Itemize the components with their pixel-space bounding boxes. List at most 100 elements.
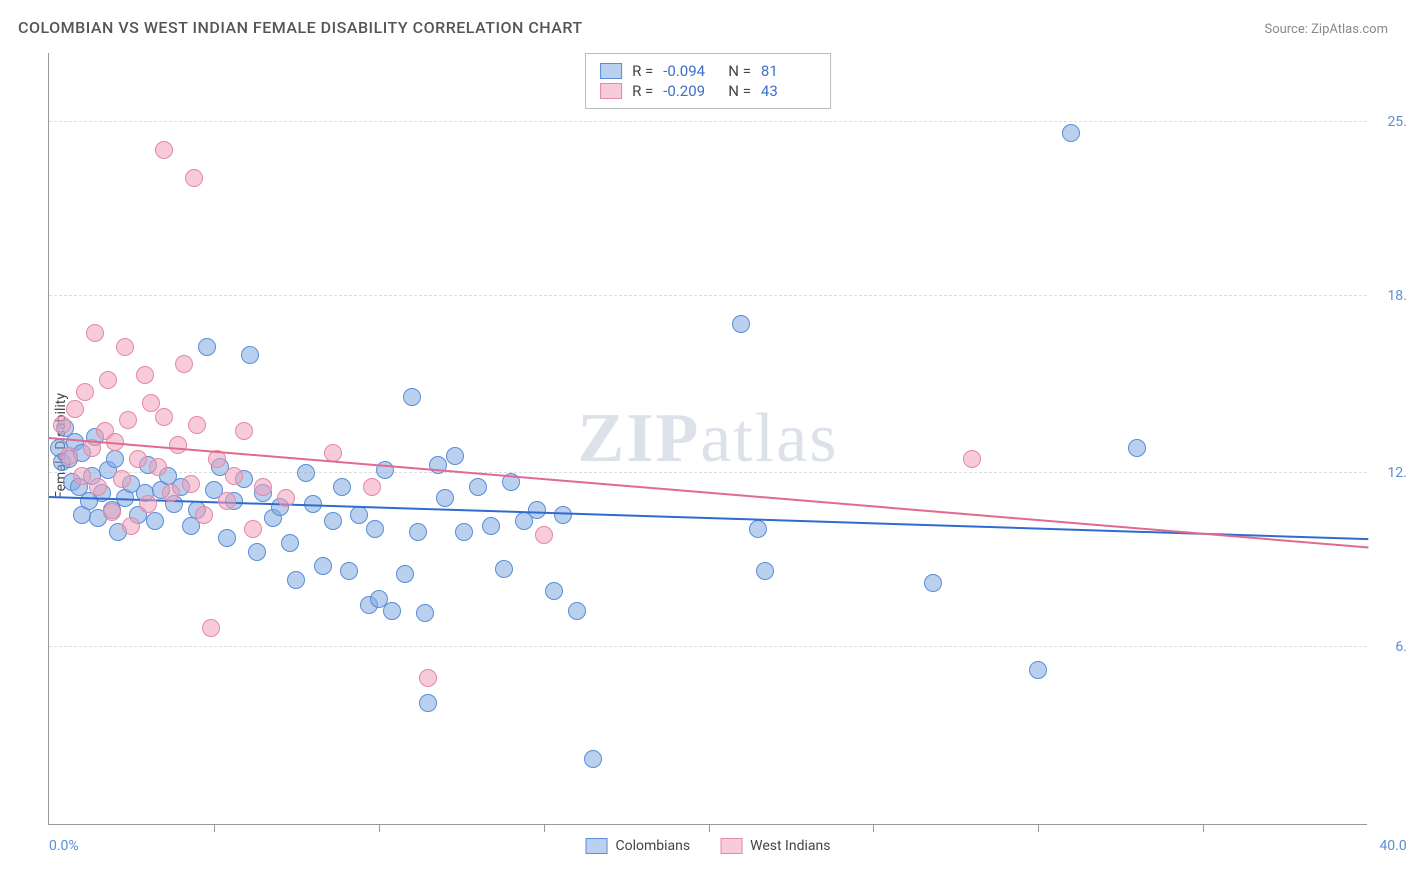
data-point xyxy=(409,523,427,541)
n-label: N = xyxy=(728,62,751,80)
data-point xyxy=(350,506,368,524)
data-point xyxy=(281,534,299,552)
gridline xyxy=(49,646,1367,647)
data-point xyxy=(482,517,500,535)
data-point xyxy=(333,478,351,496)
data-point xyxy=(396,565,414,583)
gridline xyxy=(49,121,1367,122)
data-point xyxy=(225,467,243,485)
data-point xyxy=(103,503,121,521)
series-swatch xyxy=(600,63,622,79)
stats-legend-box: R =-0.094N =81R =-0.209N =43 xyxy=(585,53,831,109)
data-point xyxy=(146,512,164,530)
data-point xyxy=(149,458,167,476)
data-point xyxy=(528,501,546,519)
data-point xyxy=(116,338,134,356)
data-point xyxy=(241,346,259,364)
r-label: R = xyxy=(632,62,653,80)
data-point xyxy=(297,464,315,482)
data-point xyxy=(60,447,78,465)
data-point xyxy=(314,557,332,575)
data-point xyxy=(363,478,381,496)
data-point xyxy=(383,602,401,620)
data-point xyxy=(139,495,157,513)
data-point xyxy=(535,526,553,544)
data-point xyxy=(419,694,437,712)
data-point xyxy=(436,489,454,507)
chart-title: COLOMBIAN VS WEST INDIAN FEMALE DISABILI… xyxy=(18,18,583,37)
watermark: ZIPatlas xyxy=(578,399,839,479)
data-point xyxy=(198,338,216,356)
data-point xyxy=(235,422,253,440)
data-point xyxy=(175,355,193,373)
header: COLOMBIAN VS WEST INDIAN FEMALE DISABILI… xyxy=(18,18,1388,37)
x-tick xyxy=(544,824,545,832)
data-point xyxy=(419,669,437,687)
legend-item: West Indians xyxy=(720,838,830,854)
data-point xyxy=(169,436,187,454)
n-value: 43 xyxy=(761,82,816,100)
data-point xyxy=(287,571,305,589)
y-tick-label: 18.8% xyxy=(1375,288,1406,304)
data-point xyxy=(188,416,206,434)
stat-row: R =-0.094N =81 xyxy=(600,62,816,80)
data-point xyxy=(136,366,154,384)
data-point xyxy=(924,574,942,592)
series-swatch xyxy=(600,83,622,99)
data-point xyxy=(119,411,137,429)
data-point xyxy=(1029,661,1047,679)
x-tick xyxy=(873,824,874,832)
data-point xyxy=(545,582,563,600)
y-tick-label: 6.3% xyxy=(1375,639,1406,655)
data-point xyxy=(416,604,434,622)
data-point xyxy=(122,517,140,535)
data-point xyxy=(155,408,173,426)
data-point xyxy=(340,562,358,580)
data-point xyxy=(1128,439,1146,457)
x-axis-min-label: 0.0% xyxy=(49,838,79,854)
scatter-plot: ZIPatlas R =-0.094N =81R =-0.209N =43 Co… xyxy=(48,53,1367,825)
data-point xyxy=(162,484,180,502)
data-point xyxy=(568,602,586,620)
data-point xyxy=(182,475,200,493)
x-tick xyxy=(709,824,710,832)
data-point xyxy=(155,141,173,159)
data-point xyxy=(185,169,203,187)
data-point xyxy=(584,750,602,768)
legend-swatch xyxy=(586,838,608,854)
data-point xyxy=(366,520,384,538)
gridline xyxy=(49,295,1367,296)
data-point xyxy=(749,520,767,538)
y-tick-label: 25.0% xyxy=(1375,114,1406,130)
data-point xyxy=(254,478,272,496)
data-point xyxy=(195,506,213,524)
data-point xyxy=(99,371,117,389)
data-point xyxy=(218,529,236,547)
n-value: 81 xyxy=(761,62,816,80)
x-tick xyxy=(1038,824,1039,832)
data-point xyxy=(324,512,342,530)
data-point xyxy=(106,450,124,468)
data-point xyxy=(76,383,94,401)
data-point xyxy=(277,489,295,507)
legend-label: Colombians xyxy=(616,838,691,854)
x-axis-max-label: 40.0% xyxy=(1379,838,1406,854)
data-point xyxy=(455,523,473,541)
data-point xyxy=(554,506,572,524)
data-point xyxy=(469,478,487,496)
stat-row: R =-0.209N =43 xyxy=(600,82,816,100)
data-point xyxy=(756,562,774,580)
data-point xyxy=(248,543,266,561)
series-legend: Colombians West Indians xyxy=(586,838,831,854)
r-label: R = xyxy=(632,82,653,100)
data-point xyxy=(66,400,84,418)
data-point xyxy=(218,492,236,510)
data-point xyxy=(244,520,262,538)
r-value: -0.209 xyxy=(663,82,718,100)
data-point xyxy=(86,324,104,342)
data-point xyxy=(202,619,220,637)
legend-label: West Indians xyxy=(750,838,830,854)
data-point xyxy=(446,447,464,465)
source-attribution: Source: ZipAtlas.com xyxy=(1264,22,1388,37)
data-point xyxy=(732,315,750,333)
